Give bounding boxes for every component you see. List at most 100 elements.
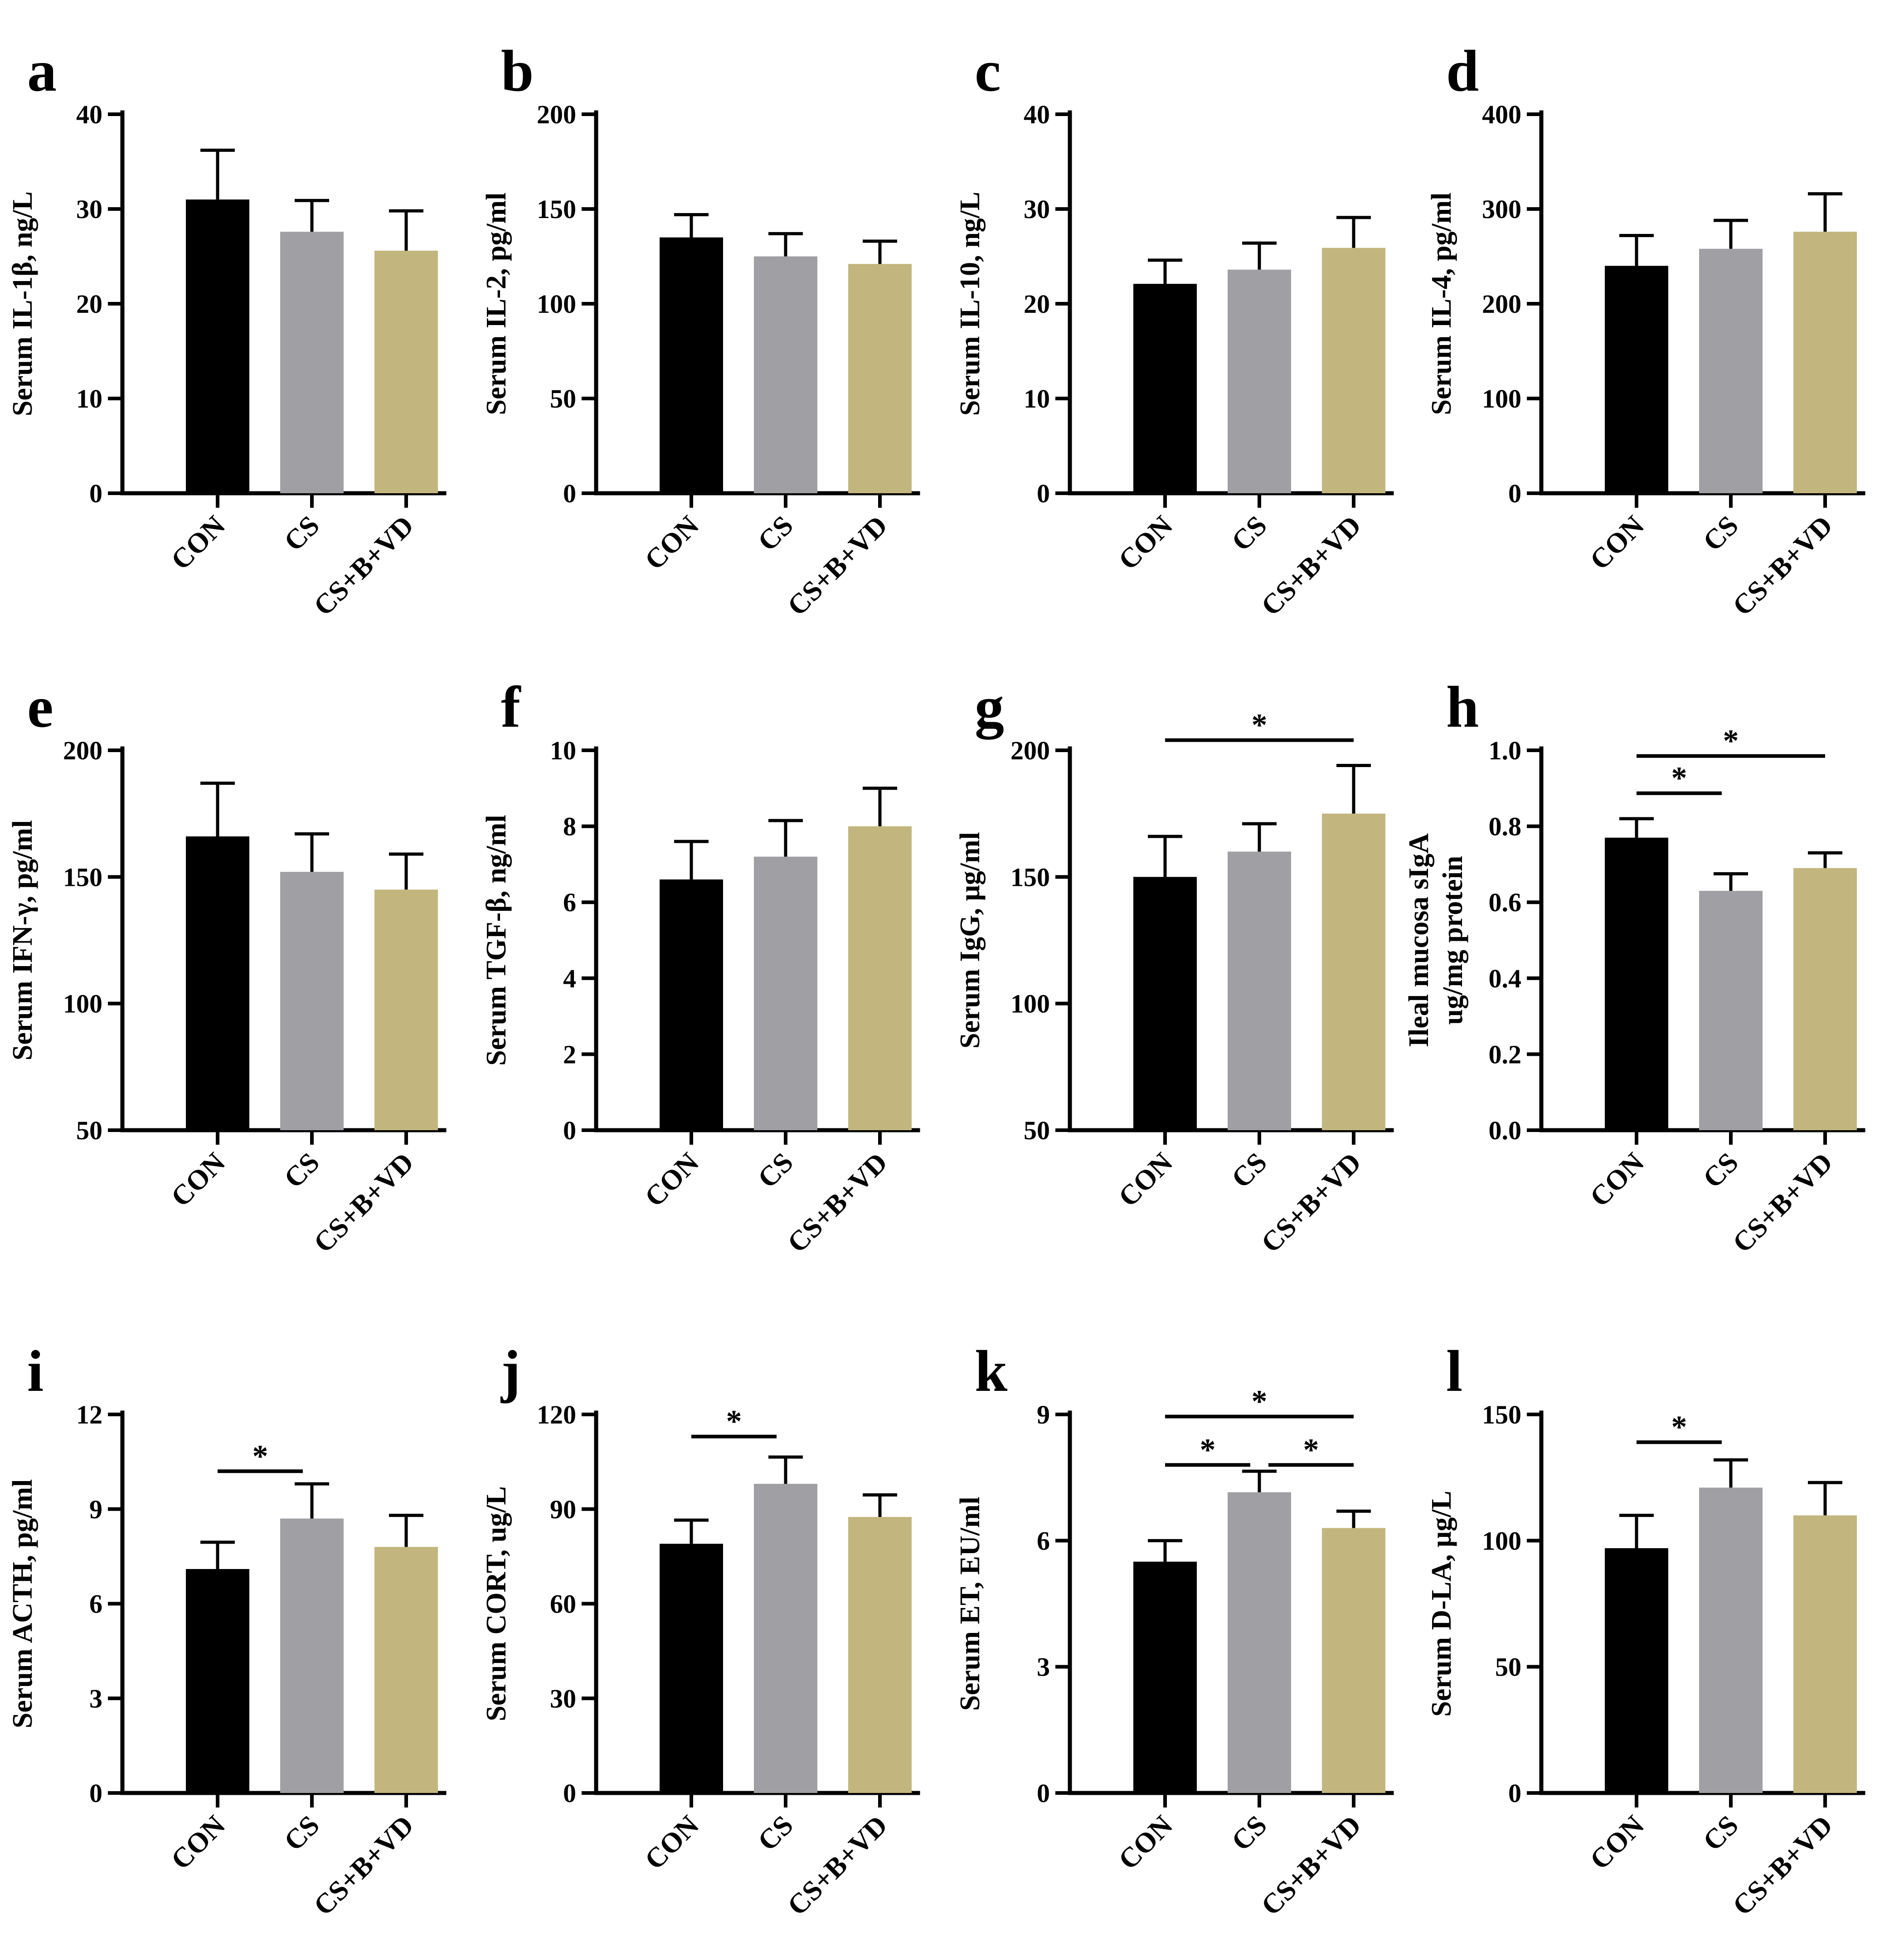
category-label: CS+B+VD bbox=[782, 1147, 894, 1259]
y-tick-label: 50 bbox=[1495, 1652, 1521, 1682]
bar-cs-b-vd bbox=[1793, 232, 1857, 493]
bar-cs-b-vd bbox=[1793, 868, 1857, 1130]
bar-cs-b-vd bbox=[1322, 1528, 1385, 1793]
significance-star: * bbox=[1303, 1433, 1319, 1467]
category-label: CS bbox=[752, 1810, 799, 1857]
bar-con bbox=[1133, 877, 1197, 1130]
bar-cs-b-vd bbox=[848, 826, 912, 1130]
y-axis-title: Serum ET, EU/ml bbox=[955, 1496, 986, 1710]
panel-letter: a bbox=[27, 39, 57, 104]
bar-cs bbox=[1228, 851, 1291, 1130]
panel-h: h 0.0 0.2 0.4 0.6 0.8 1.0 Ileal mucosa sIgA ug/m… bbox=[1404, 675, 1865, 1259]
bar-cs bbox=[1228, 269, 1291, 493]
category-label: CON bbox=[1112, 1147, 1179, 1213]
category-label: CON bbox=[639, 1147, 705, 1213]
y-axis-title: Serum D-LA, μg/L bbox=[1426, 1491, 1457, 1716]
y-tick-label: 100 bbox=[1010, 989, 1050, 1019]
category-label: CON bbox=[165, 1147, 231, 1213]
category-label: CS+B+VD bbox=[1727, 1810, 1839, 1922]
category-label: CON bbox=[1584, 1147, 1650, 1213]
y-tick-label: 20 bbox=[76, 289, 102, 319]
category-label: CS bbox=[1226, 1810, 1273, 1857]
bar-con bbox=[1133, 284, 1197, 493]
y-tick-label: 8 bbox=[563, 812, 576, 841]
y-tick-label: 0.2 bbox=[1489, 1040, 1522, 1069]
y-tick-label: 3 bbox=[1037, 1652, 1050, 1682]
bar-con bbox=[1605, 1548, 1668, 1793]
y-tick-label: 100 bbox=[1482, 1526, 1521, 1555]
y-tick-label: 0.8 bbox=[1489, 812, 1522, 841]
bar-cs bbox=[754, 1484, 817, 1793]
y-tick-label: 10 bbox=[550, 736, 576, 765]
category-label: CON bbox=[165, 1810, 231, 1876]
y-tick-label: 20 bbox=[1024, 289, 1050, 319]
y-axis-title-line2: ug/mg protein bbox=[1438, 856, 1468, 1025]
y-axis-title: Serum IL-2, pg/ml bbox=[481, 193, 512, 415]
panel-e: e 50 100 150 200 Serum IFN-γ, pg/ml CON CSCS+B+… bbox=[7, 675, 447, 1259]
bar-cs-b-vd bbox=[1793, 1515, 1857, 1793]
panel-letter: k bbox=[975, 1339, 1008, 1404]
y-axis-title: Serum IFN-γ, pg/ml bbox=[7, 820, 38, 1060]
bar-cs bbox=[280, 872, 344, 1130]
bar-con bbox=[1605, 266, 1668, 493]
panel-letter: b bbox=[501, 39, 534, 104]
bar-cs bbox=[754, 256, 817, 493]
y-tick-label: 200 bbox=[537, 100, 576, 129]
bar-cs-b-vd bbox=[374, 889, 438, 1130]
y-axis-title: Serum CORT, ug/L bbox=[481, 1486, 512, 1721]
significance-star: * bbox=[1252, 708, 1268, 743]
category-label: CS+B+VD bbox=[308, 1147, 420, 1259]
bar-cs-b-vd bbox=[374, 1547, 438, 1793]
y-axis-title: Serum IL-1β, ng/L bbox=[7, 191, 38, 416]
panel-b: b 0 50 100 150 200 Serum IL-2, pg/ml CON CSCS+B+… bbox=[481, 39, 920, 622]
y-tick-label: 0 bbox=[563, 1778, 576, 1808]
y-tick-label: 0.6 bbox=[1489, 888, 1522, 917]
y-axis-title: Serum IL-4, pg/ml bbox=[1426, 193, 1457, 415]
y-tick-label: 10 bbox=[1024, 384, 1050, 413]
category-label: CS+B+VD bbox=[782, 1810, 894, 1922]
panel-letter: e bbox=[27, 675, 53, 740]
panel-letter: l bbox=[1446, 1339, 1462, 1404]
panel-letter: g bbox=[975, 675, 1004, 740]
y-tick-label: 50 bbox=[1024, 1116, 1050, 1145]
y-axis-title: Serum IgG, μg/ml bbox=[955, 832, 986, 1049]
y-tick-label: 90 bbox=[550, 1495, 576, 1524]
panel-letter: d bbox=[1446, 39, 1479, 104]
y-tick-label: 150 bbox=[537, 194, 576, 224]
y-tick-label: 0 bbox=[1037, 479, 1050, 508]
category-label: CS+B+VD bbox=[308, 1810, 420, 1922]
y-tick-label: 100 bbox=[537, 289, 576, 319]
category-label: CON bbox=[639, 510, 705, 576]
y-tick-label: 0.4 bbox=[1489, 964, 1522, 993]
bar-cs bbox=[1699, 891, 1763, 1130]
bar-cs bbox=[280, 232, 344, 493]
category-label: CS+B+VD bbox=[1727, 1147, 1839, 1259]
significance-star: * bbox=[1671, 761, 1687, 796]
bar-cs bbox=[280, 1518, 344, 1793]
y-tick-label: 0 bbox=[1508, 479, 1521, 508]
y-axis-title: Ileal mucosa sIgA bbox=[1404, 833, 1434, 1047]
significance-star: * bbox=[726, 1404, 742, 1439]
y-tick-label: 300 bbox=[1482, 194, 1521, 224]
y-tick-label: 6 bbox=[563, 888, 576, 917]
significance-star: * bbox=[1671, 1410, 1687, 1445]
category-label: CON bbox=[1584, 510, 1650, 576]
y-tick-label: 150 bbox=[1010, 862, 1050, 892]
y-tick-label: 150 bbox=[63, 862, 102, 892]
category-label: CON bbox=[165, 510, 231, 576]
category-label: CS bbox=[1697, 1810, 1744, 1857]
panel-letter: h bbox=[1446, 675, 1479, 740]
category-label: CS+B+VD bbox=[1255, 510, 1367, 622]
category-label: CS bbox=[1697, 510, 1744, 557]
category-label: CS+B+VD bbox=[308, 510, 420, 622]
y-tick-label: 12 bbox=[76, 1400, 102, 1429]
y-tick-label: 60 bbox=[550, 1589, 576, 1619]
category-label: CON bbox=[1112, 510, 1179, 576]
y-tick-label: 2 bbox=[563, 1040, 576, 1069]
y-tick-label: 10 bbox=[76, 384, 102, 413]
y-tick-label: 40 bbox=[1024, 100, 1050, 129]
category-label: CS+B+VD bbox=[1255, 1810, 1367, 1922]
